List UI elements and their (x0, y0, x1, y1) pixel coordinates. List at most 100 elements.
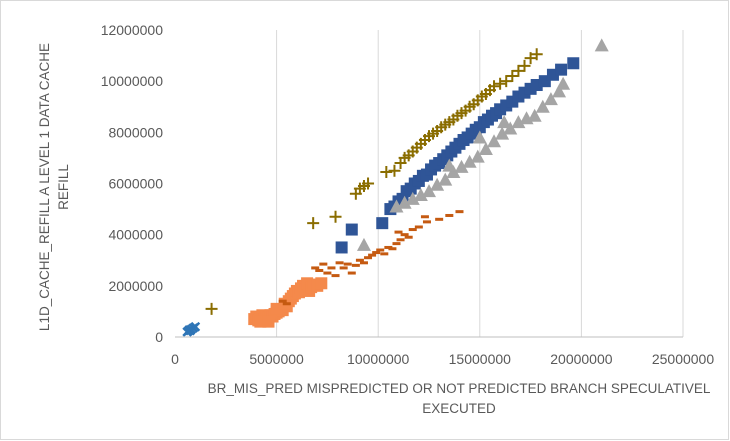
data-point (500, 75, 513, 88)
data-point (364, 256, 373, 260)
data-point (355, 258, 364, 262)
data-point (435, 217, 444, 221)
data-point (343, 262, 352, 266)
data-point (183, 326, 194, 336)
data-series (182, 38, 609, 337)
x-tick-label: 10000000 (347, 351, 410, 367)
data-point (345, 223, 358, 236)
data-point (420, 215, 429, 219)
data-point (394, 230, 403, 234)
data-point (359, 261, 368, 265)
x-tick-labels: 0 5000000 10000000 15000000 20000000 25000000 (171, 351, 714, 367)
data-point (594, 38, 609, 52)
series-4 (205, 48, 543, 315)
series-5 (335, 57, 580, 254)
data-point (567, 57, 580, 70)
y-tick-label: 0 (155, 329, 163, 345)
data-point (494, 77, 507, 90)
x-axis-title-line-2: EXECUTED (422, 401, 496, 416)
x-tick-label: 20000000 (550, 351, 613, 367)
y-tick-label: 8000000 (108, 124, 163, 140)
series-1 (182, 321, 201, 337)
series-6 (356, 38, 609, 251)
y-tick-label: 4000000 (108, 227, 163, 243)
data-point (506, 70, 519, 83)
data-point (414, 225, 423, 229)
data-point (327, 266, 336, 270)
data-point (362, 177, 375, 190)
x-tick-label: 0 (171, 351, 179, 367)
data-point (405, 191, 420, 205)
gridlines (276, 30, 684, 337)
data-point (455, 210, 464, 214)
y-tick-label: 6000000 (108, 176, 163, 192)
data-point (307, 217, 320, 230)
data-point (430, 177, 445, 191)
data-point (530, 48, 543, 61)
data-point (422, 220, 431, 224)
data-point (535, 99, 550, 113)
series-2 (248, 277, 328, 328)
data-point (518, 59, 531, 72)
data-point (315, 268, 324, 272)
data-point (438, 172, 453, 186)
data-point (384, 245, 393, 249)
data-point (397, 195, 412, 209)
data-point (445, 213, 454, 217)
data-point (339, 266, 348, 270)
data-point (470, 149, 485, 163)
data-point (392, 242, 401, 246)
data-point (380, 252, 389, 256)
data-point (315, 277, 328, 290)
y-tick-labels: 0 2000000 4000000 6000000 8000000 10000000 120… (101, 22, 164, 345)
data-point (262, 315, 275, 328)
data-point (388, 164, 401, 177)
data-point (335, 261, 344, 265)
data-point (356, 237, 371, 251)
data-point (278, 299, 287, 303)
y-tick-label: 2000000 (108, 278, 163, 294)
x-tick-label: 25000000 (652, 351, 715, 367)
data-point (323, 271, 332, 275)
data-point (478, 141, 493, 155)
y-axis-title-line-2: REFILL (56, 164, 71, 210)
x-axis-title-line-1: BR_MIS_PRED MISPREDICTED OR NOT PREDICTE… (208, 381, 711, 396)
data-point (497, 115, 512, 129)
data-point (372, 251, 381, 255)
data-point (368, 253, 377, 257)
data-point (413, 188, 428, 202)
data-point (205, 302, 218, 315)
x-tick-label: 5000000 (249, 351, 304, 367)
data-point (408, 228, 417, 232)
data-point (495, 126, 510, 140)
data-point (488, 80, 501, 93)
y-tick-label: 12000000 (101, 22, 164, 38)
data-point (487, 134, 502, 148)
data-point (380, 165, 393, 178)
data-point (552, 84, 567, 98)
data-point (335, 241, 348, 254)
data-point (351, 263, 360, 267)
data-point (472, 130, 487, 144)
series-3 (278, 210, 464, 306)
data-point (512, 64, 525, 77)
x-tick-label: 15000000 (449, 351, 512, 367)
data-point (311, 266, 320, 270)
data-point (282, 302, 291, 306)
data-point (556, 76, 571, 90)
data-point (555, 63, 568, 76)
y-tick-label: 10000000 (101, 73, 164, 89)
data-point (389, 199, 404, 213)
y-axis-title-line-1: L1D_CACHE_REFILL A LEVEL 1 DATA CACHE (37, 43, 52, 331)
data-point (511, 115, 526, 129)
data-point (442, 158, 457, 172)
data-point (400, 233, 409, 237)
data-point (388, 247, 397, 251)
data-point (404, 235, 413, 239)
data-point (329, 210, 342, 223)
data-point (347, 271, 356, 275)
data-point (376, 248, 385, 252)
data-point (331, 274, 340, 278)
